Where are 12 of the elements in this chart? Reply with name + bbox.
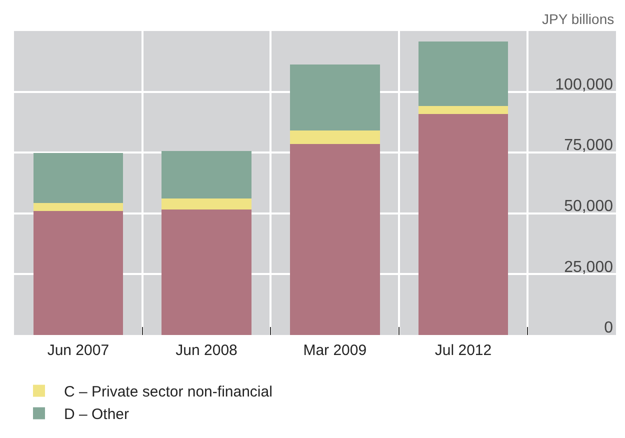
x-tick-label: Jun 2008 [176,342,238,359]
y-tick-label: 0 [604,320,614,337]
x-tick-label: Jul 2012 [434,342,492,359]
legend-label: C – Private sector non-financial [64,384,272,401]
x-tick-label: Jun 2007 [47,342,110,359]
y-tick-label: 100,000 [555,76,614,94]
y-tick-label: 75,000 [564,137,614,154]
y-tick-label: 50,000 [564,198,614,215]
y-axis-title: JPY billions [542,11,614,27]
x-tick-label: Mar 2009 [303,342,367,359]
legend-label: D – Other [64,406,130,424]
y-tick-label: 25,000 [564,258,614,276]
